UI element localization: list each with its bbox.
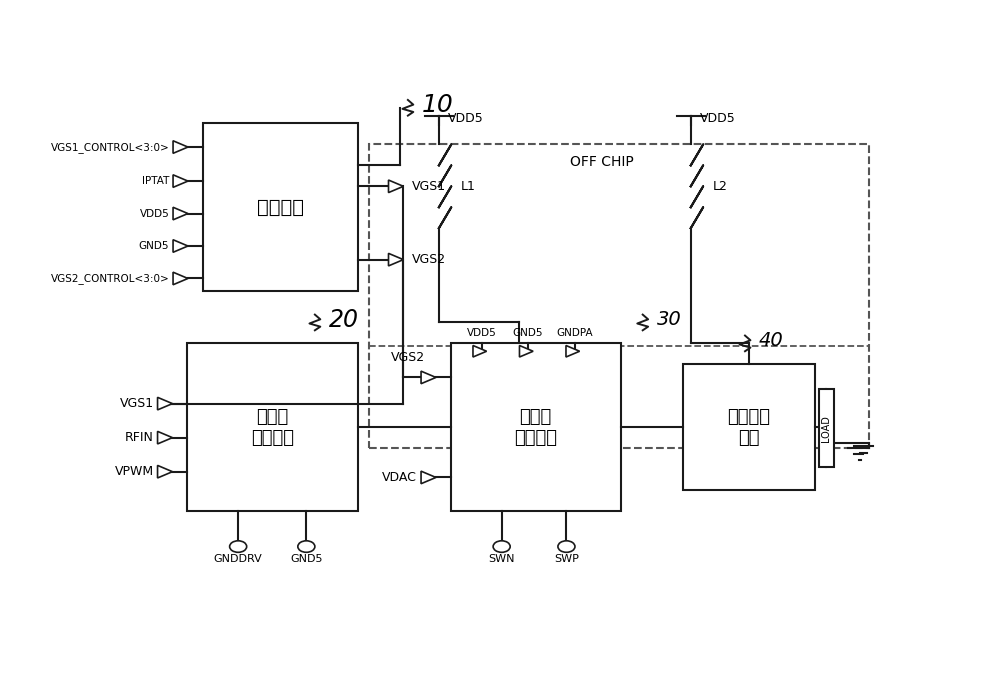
- Text: GND5: GND5: [139, 241, 169, 251]
- Bar: [819, 390, 834, 467]
- Text: VPWM: VPWM: [115, 465, 154, 478]
- Text: VGS2_CONTROL<3:0>: VGS2_CONTROL<3:0>: [50, 273, 169, 284]
- Bar: [450, 343, 621, 511]
- Text: 30: 30: [657, 310, 681, 329]
- Polygon shape: [421, 471, 436, 483]
- Bar: [369, 144, 869, 448]
- Polygon shape: [519, 345, 533, 357]
- Polygon shape: [566, 345, 580, 357]
- Polygon shape: [173, 240, 188, 252]
- Text: GND5: GND5: [513, 328, 543, 338]
- Text: GNDPA: GNDPA: [556, 328, 593, 338]
- Text: IPTAT: IPTAT: [142, 176, 169, 186]
- Polygon shape: [158, 465, 172, 478]
- Text: SWP: SWP: [554, 554, 579, 564]
- Text: 20: 20: [329, 308, 359, 332]
- Polygon shape: [473, 345, 487, 357]
- Text: VGS1: VGS1: [120, 397, 154, 410]
- Text: 第二级
放大电路: 第二级 放大电路: [514, 408, 557, 447]
- Text: L1: L1: [461, 180, 475, 193]
- Text: VDD5: VDD5: [700, 112, 736, 124]
- Bar: [683, 364, 815, 490]
- Text: GND5: GND5: [290, 554, 323, 564]
- Text: RFIN: RFIN: [125, 431, 154, 444]
- Polygon shape: [158, 397, 172, 410]
- Polygon shape: [421, 371, 436, 384]
- Text: VDD5: VDD5: [448, 112, 484, 124]
- Text: GNDDRV: GNDDRV: [214, 554, 263, 564]
- Text: VGS1: VGS1: [412, 180, 446, 193]
- Text: VGS2: VGS2: [412, 253, 446, 266]
- Text: VGS1_CONTROL<3:0>: VGS1_CONTROL<3:0>: [50, 141, 169, 152]
- Text: 10: 10: [422, 93, 454, 117]
- Text: 输出匹配
电路: 输出匹配 电路: [727, 408, 770, 447]
- Text: L2: L2: [712, 180, 727, 193]
- Circle shape: [298, 541, 315, 552]
- Polygon shape: [388, 254, 403, 266]
- Polygon shape: [388, 180, 403, 192]
- Circle shape: [558, 541, 575, 552]
- Bar: [202, 124, 358, 291]
- Text: OFF CHIP: OFF CHIP: [570, 155, 634, 169]
- Text: VDD5: VDD5: [467, 328, 496, 338]
- Text: 偏置电路: 偏置电路: [256, 198, 304, 217]
- Polygon shape: [173, 272, 188, 285]
- Circle shape: [230, 541, 247, 552]
- Text: VGS2: VGS2: [391, 352, 425, 364]
- Bar: [187, 343, 358, 511]
- Text: 第一级
放大电路: 第一级 放大电路: [251, 408, 294, 447]
- Text: SWN: SWN: [488, 554, 515, 564]
- Polygon shape: [173, 207, 188, 220]
- Text: VDAC: VDAC: [382, 471, 417, 484]
- Polygon shape: [173, 141, 188, 153]
- Polygon shape: [173, 175, 188, 188]
- Circle shape: [493, 541, 510, 552]
- Polygon shape: [158, 431, 172, 444]
- Text: VDD5: VDD5: [139, 209, 169, 218]
- Text: 40: 40: [759, 331, 784, 350]
- Text: LOAD: LOAD: [821, 415, 831, 442]
